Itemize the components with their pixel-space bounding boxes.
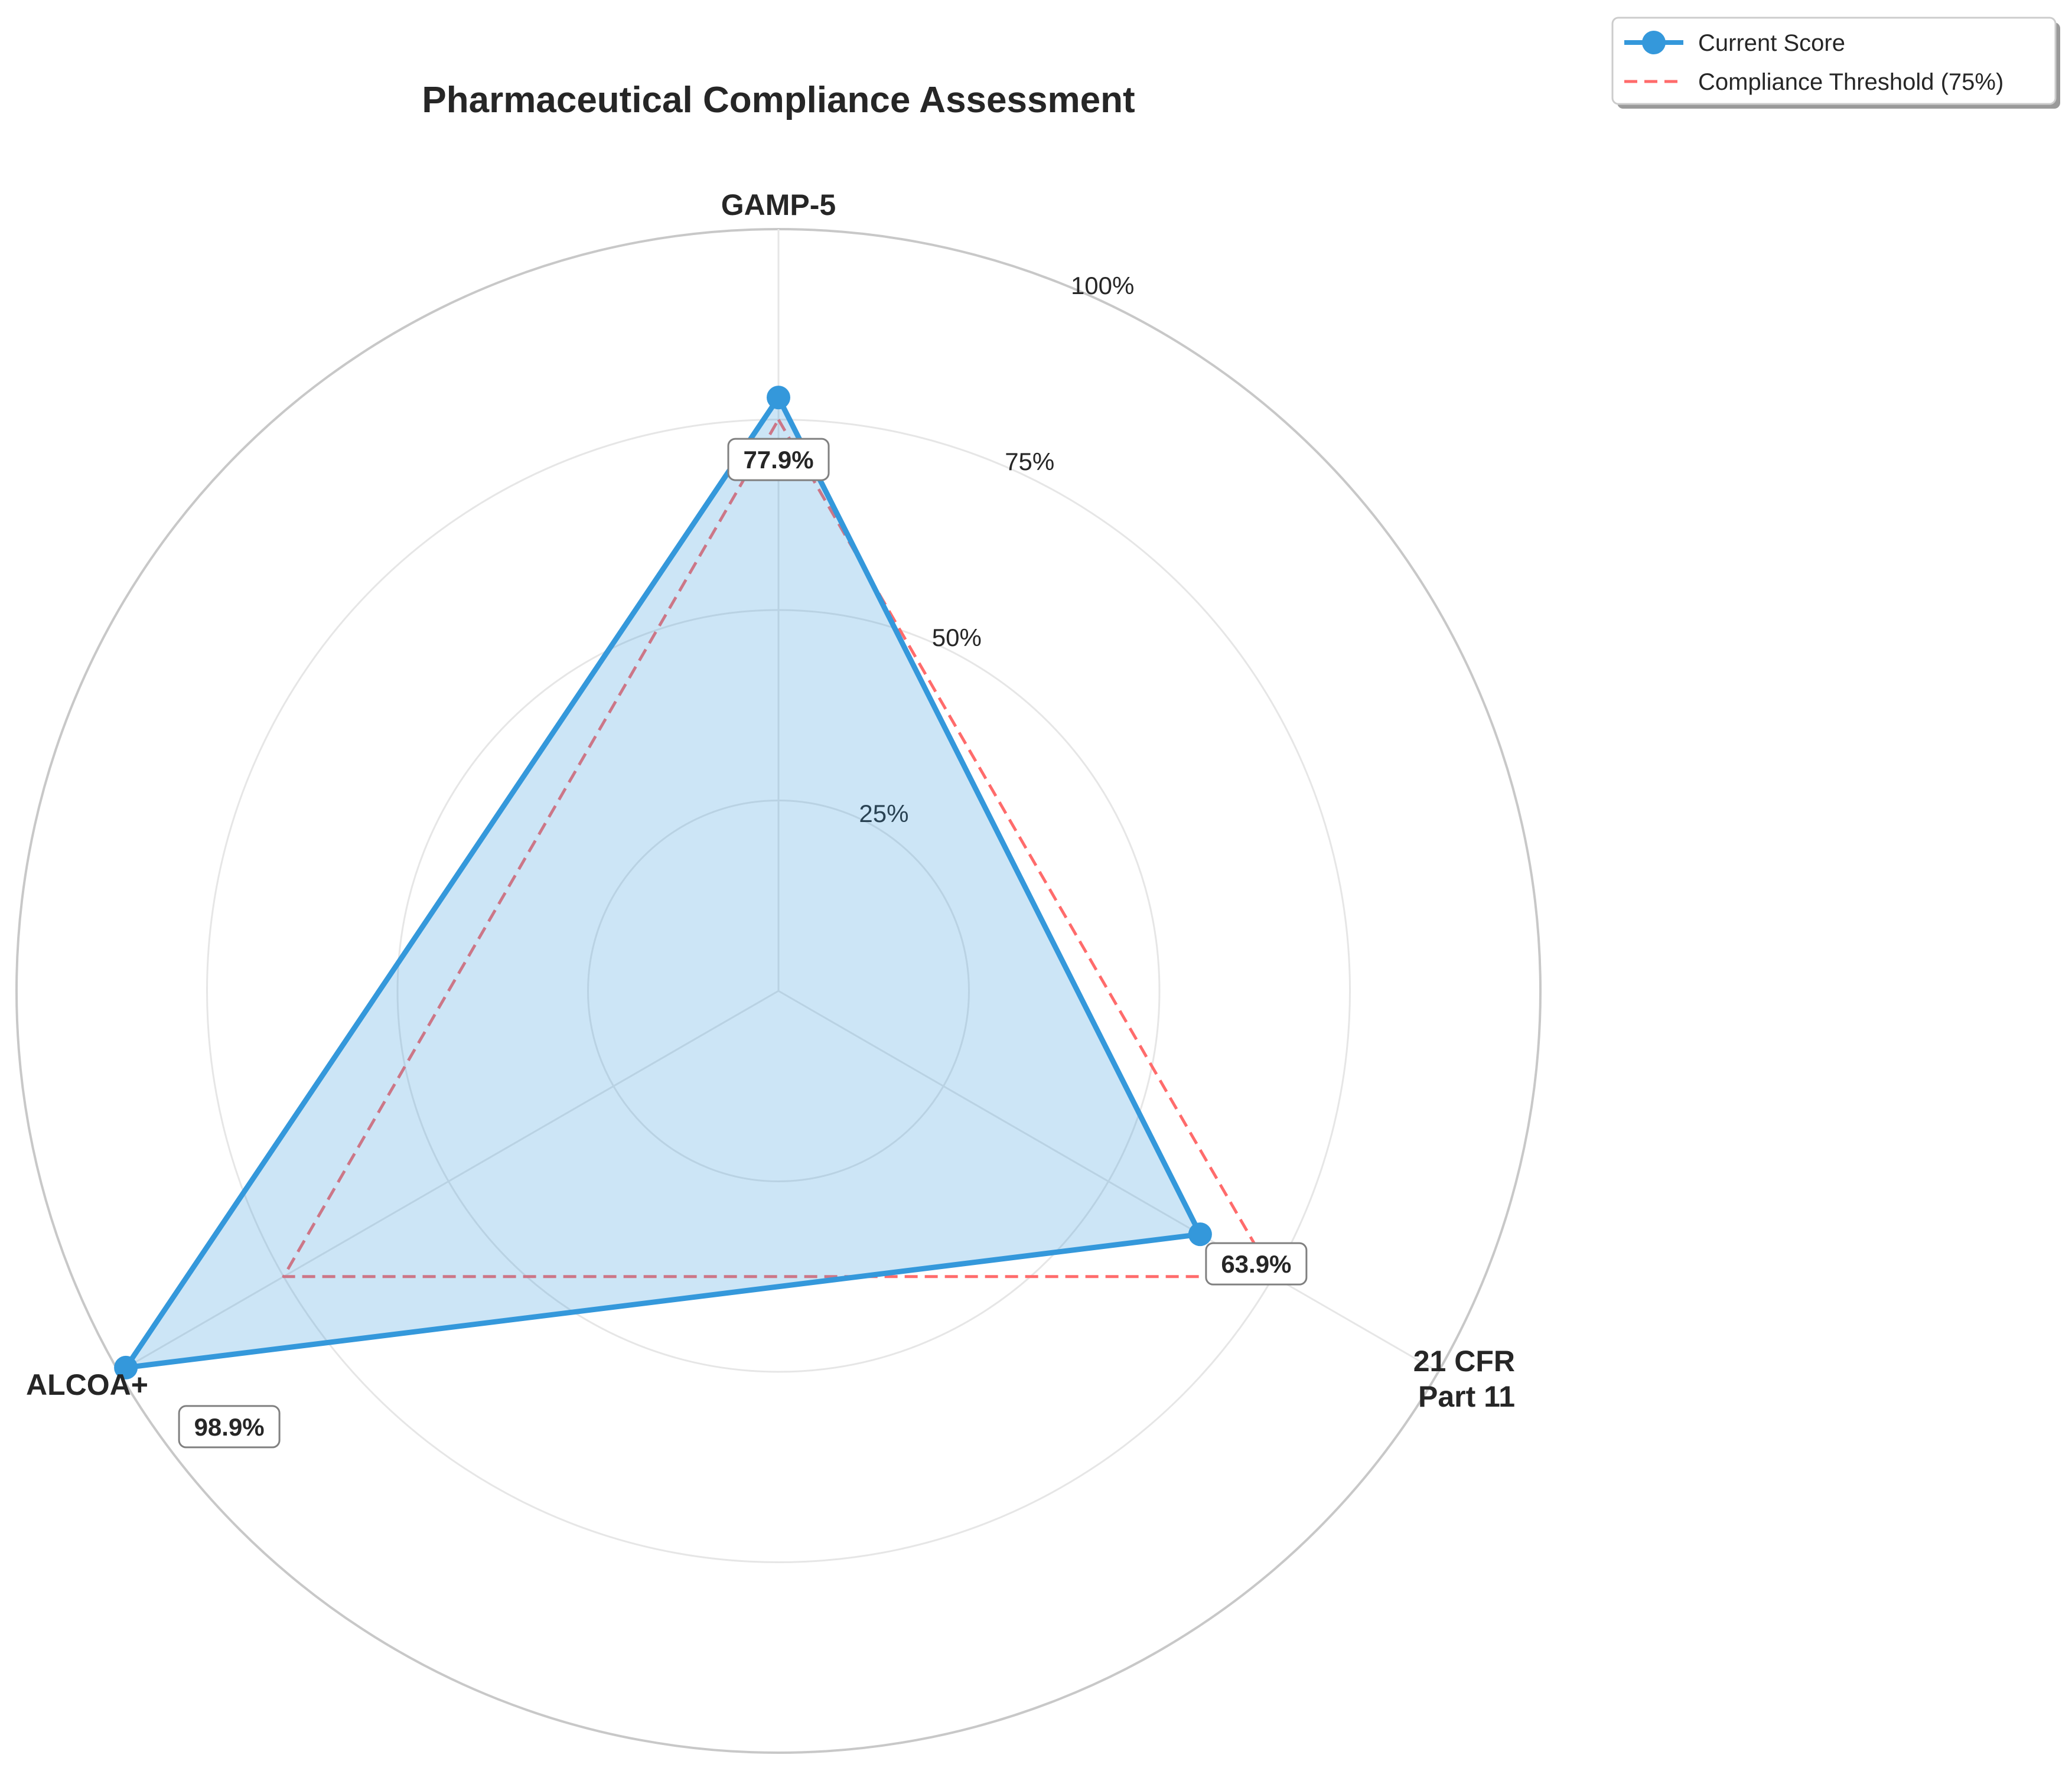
current-score-point — [767, 386, 790, 410]
category-label-line: ALCOA+ — [26, 1368, 148, 1401]
category-label: ALCOA+ — [26, 1368, 148, 1401]
radial-tick-label: 50% — [932, 624, 982, 651]
radial-tick-label: 25% — [859, 800, 908, 827]
value-label-box — [178, 1405, 281, 1449]
category-label-line: 21 CFR — [1413, 1345, 1515, 1378]
value-label: 98.9% — [194, 1413, 265, 1441]
chart-title: Pharmaceutical Compliance Assessment — [422, 80, 1135, 120]
threshold-series-line — [282, 418, 1275, 1278]
legend: Current Score Compliance Threshold (75%) — [1611, 17, 2060, 109]
value-label-box — [1205, 1242, 1308, 1286]
legend-swatch-marker — [1642, 31, 1666, 54]
current-score-line — [123, 394, 1203, 1371]
value-label-box — [727, 438, 830, 481]
category-label-line: Part 11 — [1418, 1380, 1515, 1413]
radial-tick-label: 75% — [1005, 448, 1054, 475]
current-score-point — [1188, 1222, 1212, 1247]
grid-spoke — [118, 990, 779, 1373]
current-score-point — [114, 1355, 138, 1379]
series-layer — [114, 386, 1275, 1379]
value-label: 63.9% — [1221, 1250, 1291, 1278]
grid-spoke — [778, 990, 1439, 1373]
value-label: 77.9% — [743, 446, 813, 474]
legend-entry-label: Current Score — [1698, 30, 1845, 56]
label-layer: 77.9% 63.9% 98.9% GAMP-5 21 CFR Part 11 ALCOA+ — [26, 188, 1515, 1449]
radial-tick-label: 100% — [1071, 272, 1134, 299]
legend-entry-label: Compliance Threshold (75%) — [1698, 69, 2003, 95]
legend-frame — [1611, 17, 2057, 105]
category-label: GAMP-5 — [721, 188, 836, 221]
category-label-line: GAMP-5 — [721, 188, 836, 221]
category-label: 21 CFR Part 11 — [1413, 1345, 1515, 1413]
current-score-area — [126, 397, 1200, 1368]
grid-layer: 25% 50% 75% 100% — [15, 228, 1542, 1754]
